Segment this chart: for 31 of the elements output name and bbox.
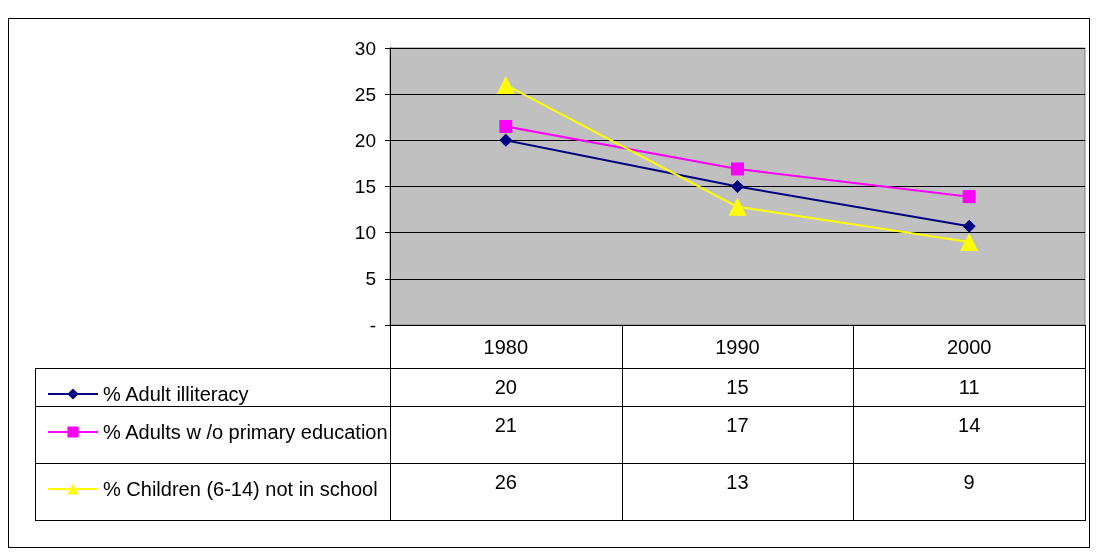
legend-label: % Adult illiteracy [103, 383, 249, 405]
x-tick-label: 1990 [715, 336, 760, 358]
point [962, 219, 976, 233]
point [499, 133, 513, 147]
y-tick-label: 5 [365, 268, 376, 290]
legend-label: % Children (6-14) not in school [103, 478, 378, 500]
point [499, 119, 513, 133]
y-tick-label: 10 [354, 222, 376, 244]
point [962, 190, 976, 204]
y-tick-label: 30 [354, 37, 376, 59]
data-label: 26 [493, 471, 518, 494]
point [960, 232, 979, 251]
data-label: 20 [493, 376, 518, 399]
data-label: 9 [962, 471, 976, 494]
data-label: 13 [725, 471, 750, 494]
point [731, 180, 744, 193]
data-label: 14 [957, 414, 982, 437]
data-label: 21 [493, 414, 518, 437]
point [731, 162, 744, 176]
data-label: 11 [957, 376, 981, 399]
point [728, 197, 747, 216]
x-tick-label: 1980 [483, 336, 529, 358]
data-label: 17 [725, 414, 750, 437]
y-tick-label: 25 [354, 83, 376, 105]
x-tick-label: 2000 [946, 336, 992, 358]
data-label: 15 [725, 376, 750, 399]
y-tick-label: 20 [354, 129, 376, 151]
point [496, 75, 515, 94]
y-tick-label: 15 [354, 176, 376, 197]
y-tick-label: - [369, 314, 376, 336]
legend-label: % Adults w /o primary education [103, 421, 388, 443]
